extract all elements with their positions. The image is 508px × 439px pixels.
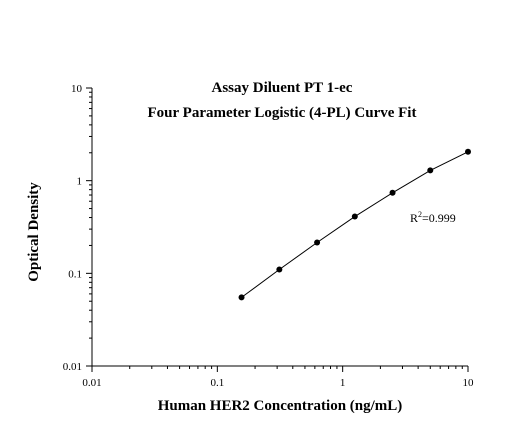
y-tick-label: 0.01 xyxy=(63,361,82,373)
r-squared-annotation: R2=0.999 xyxy=(410,210,456,225)
data-point xyxy=(427,167,434,174)
x-tick-label: 0.01 xyxy=(82,377,101,389)
y-tick-label: 10 xyxy=(71,83,83,95)
r-squared-value: =0.999 xyxy=(422,211,456,225)
y-axis-label: Optical Density xyxy=(26,182,42,282)
data-point xyxy=(465,148,471,155)
x-tick-label: 10 xyxy=(463,377,475,389)
y-tick-label: 0.1 xyxy=(68,268,82,280)
x-tick-label: 1 xyxy=(340,377,346,389)
data-point xyxy=(351,213,358,220)
plot-axes: 0.01 0.1 1 10 0.01 0.1 1 10 xyxy=(63,83,474,389)
r-squared-prefix: R xyxy=(410,211,418,225)
x-axis-label: Human HER2 Concentration (ng/mL) xyxy=(158,398,403,414)
x-tick-label: 0.1 xyxy=(210,377,224,389)
data-point xyxy=(238,294,245,301)
data-point xyxy=(276,266,283,273)
data-points-layer xyxy=(238,148,471,301)
chart-title-line-1: Assay Diluent PT 1-ec xyxy=(212,80,353,96)
data-point xyxy=(389,189,396,196)
r-squared-superscript: 2 xyxy=(418,210,422,219)
chart-title-line-2: Four Parameter Logistic (4-PL) Curve Fit xyxy=(148,105,417,121)
data-point xyxy=(314,239,321,246)
y-tick-label: 1 xyxy=(77,176,83,188)
